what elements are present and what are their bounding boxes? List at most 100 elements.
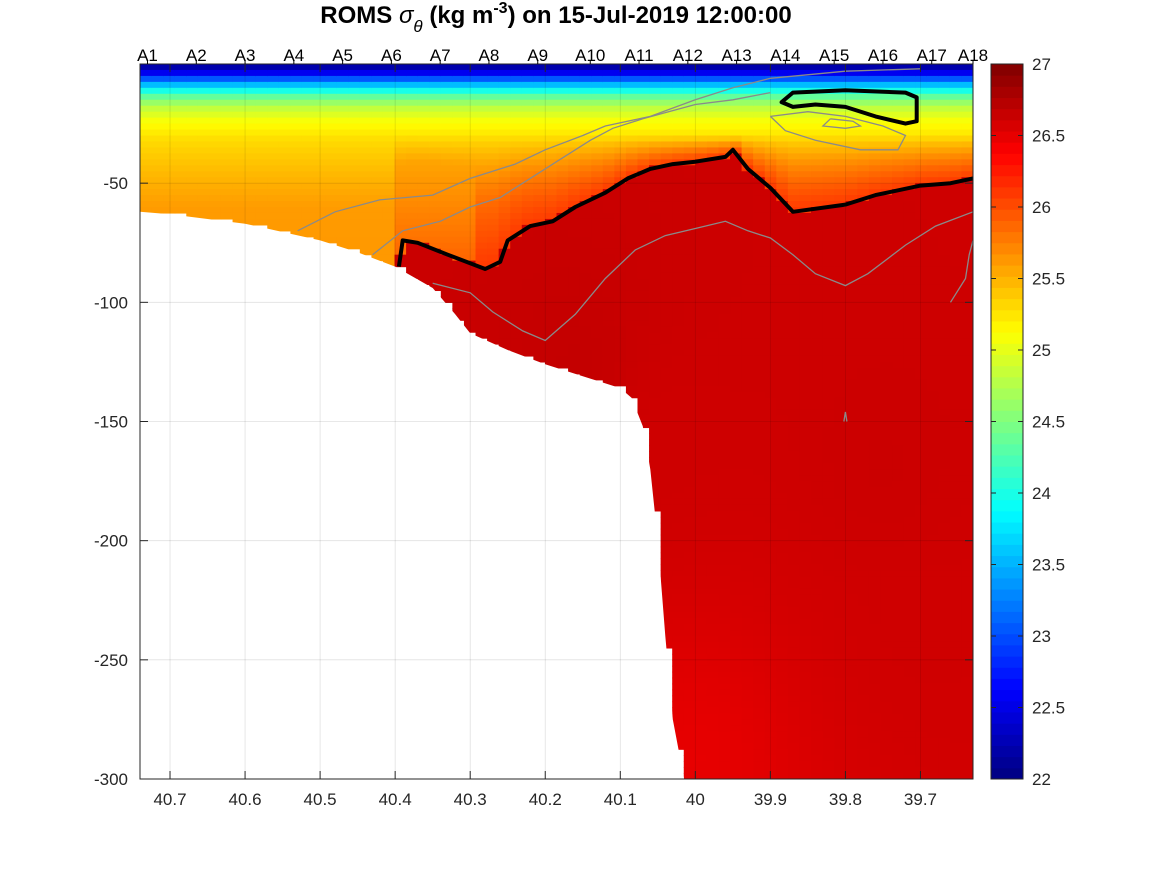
density-cell xyxy=(683,201,696,208)
density-cell xyxy=(892,773,905,779)
density-cell xyxy=(660,93,673,101)
density-cell xyxy=(753,385,766,393)
density-cell xyxy=(730,159,743,166)
density-cell xyxy=(834,248,847,256)
density-cell xyxy=(371,135,384,143)
density-cell xyxy=(753,570,766,578)
density-cell xyxy=(579,201,592,208)
density-cell xyxy=(776,212,789,220)
density-cell xyxy=(244,153,257,160)
density-cell xyxy=(209,207,222,214)
density-cell xyxy=(290,75,303,83)
density-cell xyxy=(336,224,349,232)
density-cell xyxy=(753,135,766,143)
density-cell xyxy=(799,332,812,339)
density-cell xyxy=(637,123,650,131)
density-cell xyxy=(672,123,685,131)
density-cell xyxy=(776,659,789,667)
density-cell xyxy=(811,278,824,286)
density-cell xyxy=(857,546,870,554)
density-cell xyxy=(915,540,928,548)
density-cell xyxy=(834,665,847,673)
density-cell xyxy=(163,69,176,77)
density-cell xyxy=(811,516,824,524)
density-cell xyxy=(394,165,407,172)
density-cell xyxy=(880,695,893,703)
density-cell xyxy=(764,457,777,464)
density-cell xyxy=(857,332,870,339)
density-cell xyxy=(579,207,592,214)
density-cell xyxy=(799,409,812,417)
density-cell xyxy=(487,87,500,95)
density-cell xyxy=(915,647,928,655)
density-cell xyxy=(949,689,963,697)
density-cell xyxy=(938,326,951,333)
density-cell xyxy=(834,719,847,726)
density-cell xyxy=(151,189,164,196)
density-cell xyxy=(625,105,639,113)
density-cell xyxy=(301,135,315,143)
density-cell xyxy=(799,594,812,601)
density-cell xyxy=(649,117,662,125)
density-cell xyxy=(741,761,754,768)
density-cell xyxy=(764,612,777,619)
density-cell xyxy=(961,647,973,655)
density-cell xyxy=(602,147,615,154)
density-cell xyxy=(799,379,812,387)
density-cell xyxy=(753,409,766,417)
density-cell xyxy=(822,159,835,166)
density-cell xyxy=(811,93,824,101)
density-cell xyxy=(174,75,187,83)
density-cell xyxy=(776,397,789,405)
density-cell xyxy=(487,195,500,202)
density-cell xyxy=(602,314,615,321)
density-cell xyxy=(741,570,754,578)
density-cell xyxy=(961,487,973,494)
density-cell xyxy=(406,260,419,268)
density-cell xyxy=(845,582,858,589)
density-cell xyxy=(926,552,939,560)
density-cell xyxy=(764,749,777,756)
density-cell xyxy=(683,367,696,375)
density-cell xyxy=(209,195,222,202)
density-cell xyxy=(498,224,511,232)
density-cell xyxy=(649,451,662,458)
density-cell xyxy=(325,195,338,202)
density-cell xyxy=(683,361,696,369)
density-cell xyxy=(764,707,777,715)
density-cell xyxy=(880,612,893,619)
density-cell xyxy=(857,218,870,226)
density-cell xyxy=(787,528,801,536)
density-cell xyxy=(706,558,720,566)
density-cell xyxy=(498,123,511,131)
density-cell xyxy=(660,534,673,542)
density-cell xyxy=(880,201,893,208)
density-cell xyxy=(880,510,893,518)
density-cell xyxy=(753,636,766,643)
density-cell xyxy=(880,725,893,732)
density-cell xyxy=(695,224,708,232)
density-cell xyxy=(938,415,951,423)
density-cell xyxy=(695,618,708,625)
density-cell xyxy=(857,457,870,464)
density-cell xyxy=(926,504,939,512)
density-cell xyxy=(371,195,384,202)
density-cell xyxy=(741,248,754,256)
density-cell xyxy=(452,147,465,154)
density-cell xyxy=(730,618,743,625)
density-cell xyxy=(915,93,928,101)
density-cell xyxy=(510,189,523,196)
density-cell xyxy=(695,641,708,649)
density-cell xyxy=(880,290,893,297)
density-cell xyxy=(683,278,696,286)
density-cell xyxy=(915,326,928,333)
density-cell xyxy=(325,123,338,131)
density-cell xyxy=(741,379,754,387)
density-cell xyxy=(868,481,882,488)
density-cell xyxy=(452,195,465,202)
density-cell xyxy=(811,427,824,435)
density-cell xyxy=(764,504,777,512)
density-cell xyxy=(811,195,824,202)
density-cell xyxy=(926,540,939,548)
density-cell xyxy=(961,355,973,363)
